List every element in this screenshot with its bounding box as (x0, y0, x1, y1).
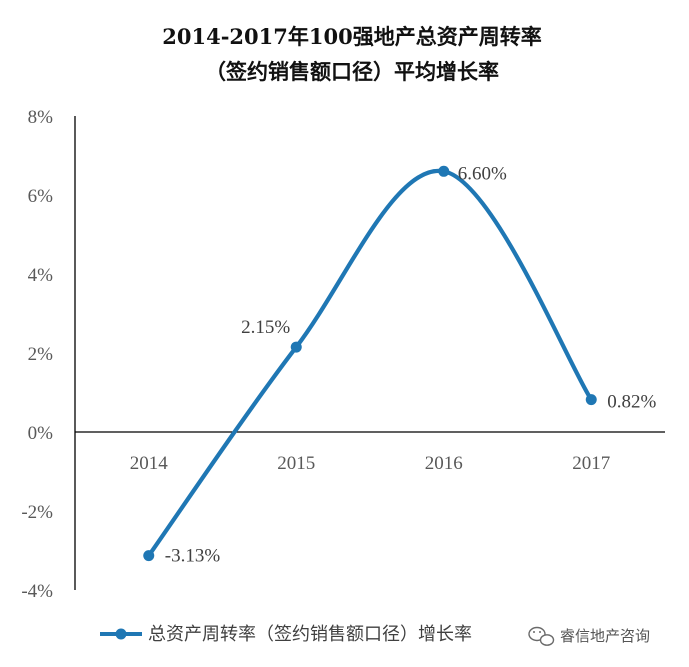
data-point (585, 394, 597, 406)
y-tick-label: 6% (28, 186, 54, 207)
y-tick-label: -2% (21, 502, 53, 523)
data-label: 2.15% (241, 317, 290, 338)
x-tick-label: 2015 (277, 453, 315, 474)
data-label: -3.13% (165, 546, 221, 567)
x-tick-label: 2014 (130, 453, 169, 474)
x-axis: 2014 2015 2016 2017 (75, 431, 665, 474)
plot-area: -3.13% 2.15% 6.60% 0.82% (143, 163, 657, 567)
y-tick-label: 8% (28, 107, 54, 128)
y-tick-label: 2% (28, 344, 54, 365)
data-point (143, 550, 155, 562)
y-tick-label: 0% (28, 423, 54, 444)
series-line (146, 168, 594, 558)
data-point (438, 165, 450, 177)
x-tick-label: 2016 (425, 453, 463, 474)
y-tick-label: -4% (21, 581, 53, 602)
data-label: 0.82% (607, 392, 656, 413)
chart-subtitle: （签约销售额口径）平均增长率 (205, 59, 499, 84)
legend-label: 总资产周转率（签约销售额口径）增长率 (148, 624, 472, 645)
y-tick-label: 4% (28, 265, 54, 286)
chart-title: 2014-2017年100强地产总资产周转率 (162, 24, 541, 49)
data-point (290, 341, 302, 353)
legend: 总资产周转率（签约销售额口径）增长率 (100, 624, 472, 645)
watermark: 睿信地产咨询 (528, 626, 650, 646)
legend-marker (115, 628, 127, 640)
watermark-text: 睿信地产咨询 (560, 627, 650, 645)
wechat-icon (528, 626, 555, 646)
data-label: 6.60% (458, 163, 507, 184)
x-tick-label: 2017 (572, 453, 610, 474)
y-axis: 8% 6% 4% 2% 0% -2% -4% (21, 107, 76, 602)
